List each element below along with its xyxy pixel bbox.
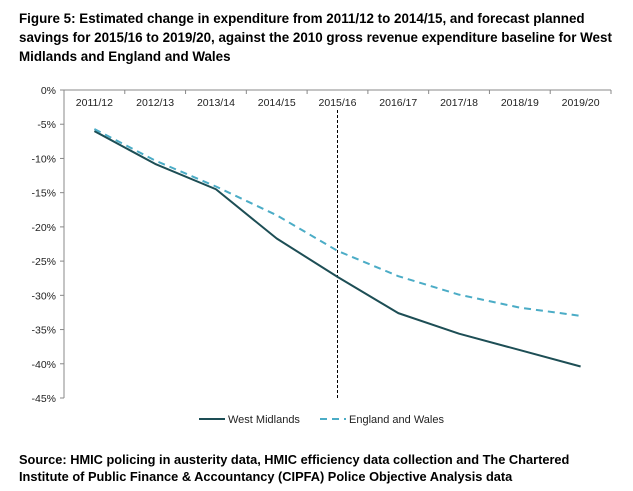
y-tick-label: -45%	[31, 393, 56, 405]
x-tick-label: 2013/14	[197, 97, 235, 109]
x-tick-label: 2017/18	[440, 97, 478, 109]
y-tick-label: -5%	[37, 119, 56, 131]
x-tick-label: 2019/20	[562, 97, 600, 109]
x-tick-label: 2014/15	[258, 97, 296, 109]
y-tick-label: -10%	[31, 153, 56, 165]
series-line-west-midlands	[93, 130, 581, 368]
y-tick-label: -35%	[31, 325, 56, 337]
series-line-england-and-wales	[93, 128, 581, 317]
y-tick-label: 0%	[41, 85, 56, 97]
legend-label: England and Wales	[349, 414, 444, 426]
y-tick-label: -40%	[31, 359, 56, 371]
x-tick-label: 2011/12	[76, 97, 113, 109]
x-tick-label: 2016/17	[379, 97, 417, 109]
y-tick-label: -15%	[31, 188, 56, 200]
line-chart: 0% -5% -10% -15% -20% -25% -30% -35% -40% -45% 201…	[0, 78, 633, 438]
y-tick-label: -20%	[31, 222, 56, 234]
x-tick-label: 2015/16	[319, 97, 357, 109]
x-tick-label: 2012/13	[136, 97, 174, 109]
chart-svg: 0% -5% -10% -15% -20% -25% -30% -35% -40% -45% 201…	[31, 85, 612, 426]
figure-title: Figure 5: Estimated change in expenditur…	[19, 11, 612, 64]
legend-label: West Midlands	[228, 414, 300, 426]
y-tick-label: -30%	[31, 290, 56, 302]
y-tick-label: -25%	[31, 256, 56, 268]
x-tick-label: 2018/19	[501, 97, 539, 109]
source-note: Source: HMIC policing in austerity data,…	[19, 452, 570, 484]
